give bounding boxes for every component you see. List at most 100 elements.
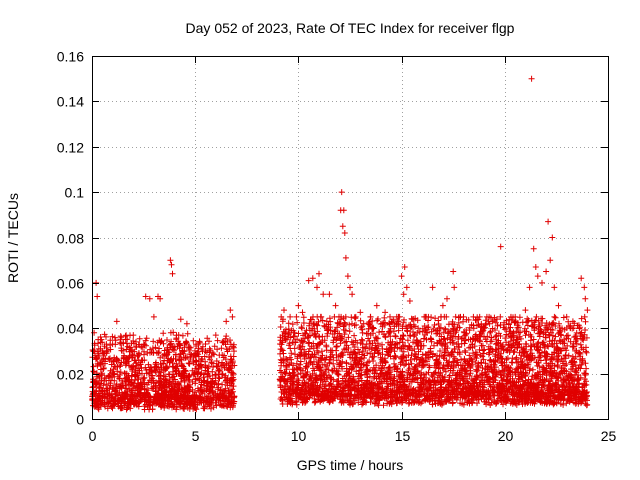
data-point	[132, 377, 138, 384]
data-point	[128, 372, 135, 379]
data-point	[204, 335, 211, 342]
data-point	[121, 354, 128, 360]
data-point	[204, 371, 211, 378]
data-point	[206, 338, 212, 345]
data-point	[400, 291, 407, 298]
data-point	[340, 207, 347, 214]
data-point	[344, 273, 351, 280]
data-point	[288, 350, 295, 357]
data-point	[115, 383, 122, 390]
data-point	[287, 313, 294, 320]
data-point	[203, 380, 210, 387]
data-point	[193, 358, 200, 365]
data-point	[146, 400, 153, 407]
data-point	[392, 333, 399, 340]
data-point	[188, 351, 195, 358]
data-point	[164, 344, 171, 351]
data-point	[130, 338, 137, 344]
data-point	[497, 243, 504, 250]
data-point	[333, 343, 340, 350]
data-point	[109, 369, 116, 376]
data-point	[168, 388, 175, 395]
data-point	[547, 257, 554, 264]
x-tick-label: 10	[291, 428, 307, 444]
data-point	[409, 316, 416, 323]
data-point	[129, 363, 136, 370]
data-point	[406, 298, 413, 304]
data-point	[160, 382, 167, 389]
data-point	[120, 339, 127, 346]
data-point	[539, 279, 545, 286]
data-point	[117, 362, 124, 369]
data-point	[208, 359, 215, 366]
data-point	[125, 378, 132, 385]
data-point	[373, 302, 380, 309]
data-point	[193, 341, 199, 348]
data-point	[101, 399, 108, 406]
data-point	[522, 332, 529, 339]
data-point	[155, 396, 162, 402]
data-point	[111, 377, 118, 384]
data-point	[167, 257, 174, 264]
data-point	[96, 360, 103, 367]
data-point	[167, 357, 174, 363]
data-point	[173, 367, 180, 374]
data-point	[168, 340, 174, 347]
data-point	[154, 395, 160, 402]
data-point	[190, 337, 197, 344]
data-point	[382, 309, 389, 316]
data-point	[221, 388, 228, 395]
data-point	[165, 393, 172, 399]
data-point	[460, 313, 467, 320]
data-point	[549, 234, 556, 241]
data-point	[223, 318, 230, 325]
data-point	[123, 385, 130, 392]
data-point	[329, 368, 336, 374]
data-point	[90, 363, 97, 370]
data-point	[155, 350, 162, 357]
data-point	[143, 342, 149, 349]
data-point	[117, 383, 123, 390]
data-point	[179, 332, 186, 339]
data-point	[228, 375, 235, 382]
data-point	[176, 382, 183, 389]
data-point	[572, 368, 578, 375]
data-point	[208, 378, 215, 385]
data-point	[524, 318, 531, 325]
data-point	[182, 368, 189, 375]
data-point	[171, 347, 178, 354]
data-point	[216, 366, 223, 373]
data-point	[169, 380, 176, 387]
data-point	[219, 394, 226, 401]
data-point	[582, 295, 589, 302]
y-tick-label: 0.06	[57, 276, 84, 292]
data-point	[281, 307, 287, 314]
data-point	[95, 372, 102, 379]
data-point	[161, 381, 168, 388]
data-point	[136, 399, 143, 406]
data-point	[136, 341, 143, 348]
data-point	[187, 399, 194, 406]
data-point	[357, 317, 364, 324]
data-point	[212, 332, 219, 339]
data-point	[132, 344, 139, 351]
data-point	[173, 406, 180, 413]
data-point	[338, 189, 345, 196]
data-point	[201, 388, 208, 395]
data-point	[562, 352, 569, 358]
data-point	[226, 394, 233, 401]
data-point	[143, 335, 150, 342]
data-point	[182, 354, 189, 361]
data-point	[148, 367, 155, 374]
data-point	[175, 398, 182, 405]
data-point	[205, 354, 212, 361]
data-point	[563, 313, 570, 320]
data-point	[102, 403, 109, 410]
data-point	[294, 319, 301, 326]
data-point	[166, 371, 173, 378]
chart-title: Day 052 of 2023, Rate Of TEC Index for r…	[186, 20, 515, 36]
data-point	[155, 364, 162, 371]
data-point	[159, 399, 166, 406]
x-tick-label: 20	[498, 428, 514, 444]
